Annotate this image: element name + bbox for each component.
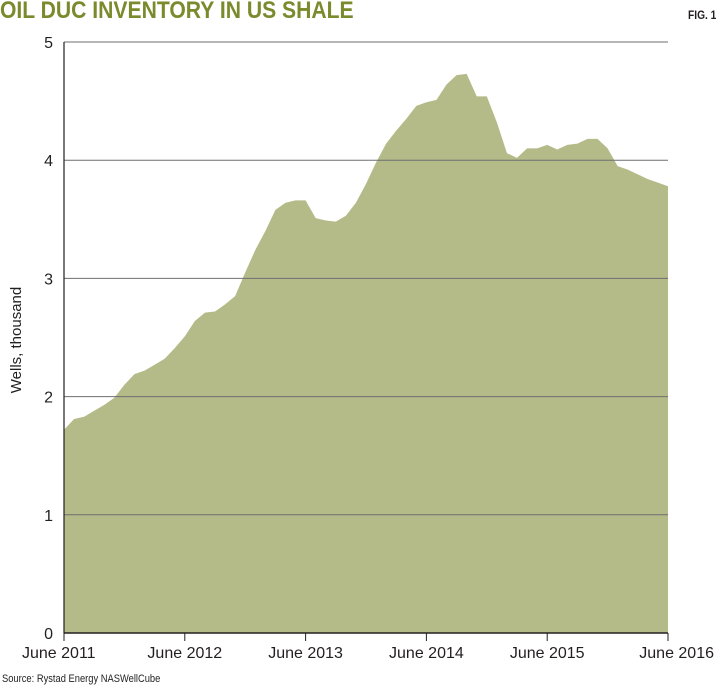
y-axis-label: Wells, thousand (8, 287, 25, 393)
series-area (64, 73, 668, 633)
y-tick-label: 0 (44, 626, 53, 643)
chart-title: OIL DUC INVENTORY IN US SHALE (0, 0, 354, 24)
source-note: Source: Rystad Energy NASWellCube (2, 673, 161, 685)
x-tick-label: June 2016 (639, 645, 714, 662)
area-layer (64, 73, 668, 633)
y-tick-label: 3 (44, 271, 53, 288)
grid-layer (64, 41, 668, 634)
y-tick-label: 1 (44, 508, 53, 525)
x-tick-label: June 2011 (22, 645, 96, 662)
x-tick-label: June 2014 (389, 645, 464, 662)
y-tick-label: 4 (44, 153, 53, 170)
y-tick-label: 2 (44, 390, 53, 407)
figure-number: FIG. 1 (687, 8, 716, 22)
axis-layer: 0 1 2 3 4 5 June 2011 June 2012 June 2013 June 20… (22, 35, 714, 662)
x-tick-label: June 2013 (268, 645, 343, 662)
y-tick-label: 5 (44, 35, 53, 52)
x-tick-label: June 2012 (147, 645, 222, 662)
x-tick-label: June 2015 (510, 645, 585, 662)
